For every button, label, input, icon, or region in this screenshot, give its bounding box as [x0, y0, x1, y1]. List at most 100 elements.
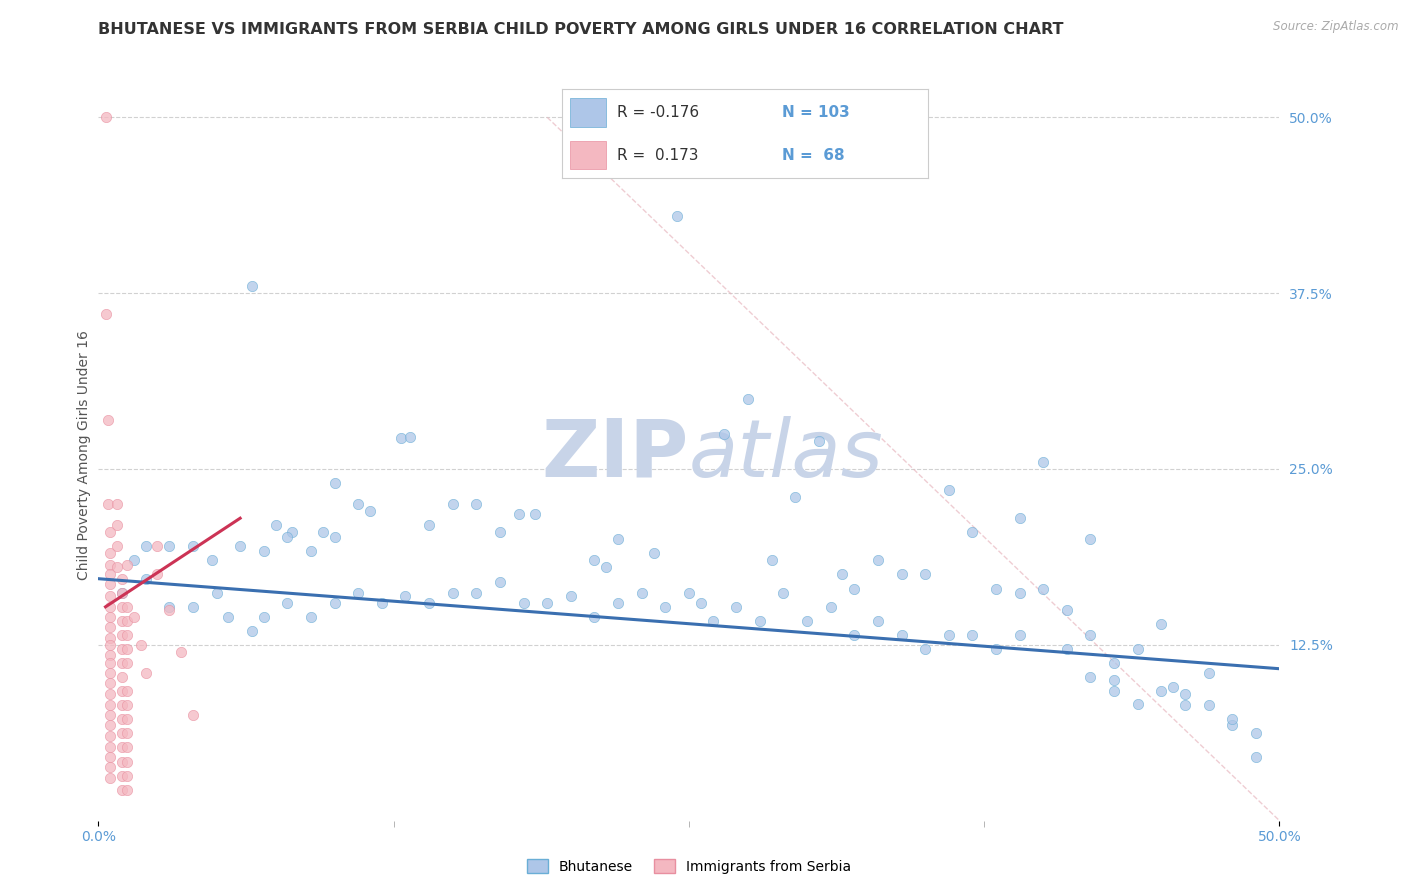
Point: [1220, 718, 1243, 732]
Point: [115, 614, 138, 628]
Point: [938, 628, 960, 642]
Point: [607, 596, 630, 610]
Point: [98, 656, 121, 670]
Point: [371, 596, 394, 610]
Point: [111, 769, 134, 783]
Point: [914, 567, 936, 582]
Point: [772, 586, 794, 600]
Point: [98, 750, 121, 764]
Point: [281, 525, 304, 540]
Point: [170, 645, 193, 659]
Point: [217, 609, 239, 624]
Point: [98, 708, 121, 723]
Point: [389, 431, 412, 445]
Point: [98, 675, 121, 690]
Text: atlas: atlas: [689, 416, 884, 494]
Point: [115, 656, 138, 670]
Point: [122, 553, 145, 567]
Point: [129, 638, 152, 652]
Point: [1150, 684, 1173, 698]
Point: [111, 628, 134, 642]
Point: [98, 740, 121, 755]
Point: [524, 507, 547, 521]
Point: [465, 497, 488, 511]
Point: [98, 599, 121, 614]
Point: [748, 614, 770, 628]
Point: [654, 599, 676, 614]
Point: [157, 599, 180, 614]
Point: [807, 434, 830, 448]
Point: [276, 596, 298, 610]
Bar: [569, 98, 606, 127]
Point: [394, 589, 416, 603]
Point: [1244, 750, 1267, 764]
Text: BHUTANESE VS IMMIGRANTS FROM SERBIA CHILD POVERTY AMONG GIRLS UNDER 16 CORRELATI: BHUTANESE VS IMMIGRANTS FROM SERBIA CHIL…: [98, 22, 1064, 37]
Point: [323, 476, 346, 491]
Point: [323, 529, 346, 543]
Point: [1126, 697, 1149, 711]
Point: [98, 729, 121, 743]
Point: [312, 525, 335, 540]
Point: [702, 614, 724, 628]
Point: [111, 712, 134, 726]
Point: [98, 648, 121, 662]
Point: [323, 596, 346, 610]
Point: [105, 539, 128, 553]
Point: [122, 609, 145, 624]
Point: [678, 586, 700, 600]
Text: ZIP: ZIP: [541, 416, 689, 494]
Point: [1008, 586, 1031, 600]
Point: [713, 426, 735, 441]
Point: [844, 582, 866, 596]
Point: [512, 596, 534, 610]
Point: [1032, 455, 1054, 469]
Point: [689, 596, 711, 610]
Point: [1080, 670, 1102, 684]
Point: [1174, 698, 1197, 713]
Point: [115, 755, 138, 769]
Point: [97, 413, 120, 427]
Point: [607, 533, 630, 547]
Point: [489, 525, 512, 540]
Point: [643, 546, 665, 560]
Point: [890, 567, 912, 582]
Point: [105, 518, 128, 533]
Point: [115, 740, 138, 755]
Point: [1080, 628, 1102, 642]
Point: [98, 760, 121, 774]
Point: [115, 698, 138, 713]
Point: [229, 539, 252, 553]
Point: [489, 574, 512, 589]
Point: [465, 586, 488, 600]
Point: [737, 392, 759, 406]
Point: [115, 769, 138, 783]
Point: [146, 567, 169, 582]
Point: [205, 586, 228, 600]
Point: [157, 602, 180, 616]
Point: [1244, 726, 1267, 740]
Point: [98, 567, 121, 582]
Point: [253, 609, 276, 624]
Point: [135, 572, 157, 586]
Point: [115, 558, 138, 572]
Point: [583, 553, 606, 567]
Point: [94, 307, 117, 321]
Point: [98, 558, 121, 572]
Point: [1008, 628, 1031, 642]
Point: [1198, 665, 1220, 680]
Point: [299, 609, 322, 624]
Point: [181, 708, 204, 723]
Point: [399, 430, 422, 444]
Point: [105, 497, 128, 511]
Text: N = 103: N = 103: [782, 105, 849, 120]
Point: [1126, 642, 1149, 657]
Point: [98, 619, 121, 633]
Point: [98, 698, 121, 713]
Point: [240, 279, 263, 293]
Point: [98, 609, 121, 624]
Point: [1174, 687, 1197, 701]
Point: [984, 642, 1007, 657]
Point: [146, 539, 169, 553]
Point: [253, 543, 276, 558]
Point: [111, 726, 134, 740]
